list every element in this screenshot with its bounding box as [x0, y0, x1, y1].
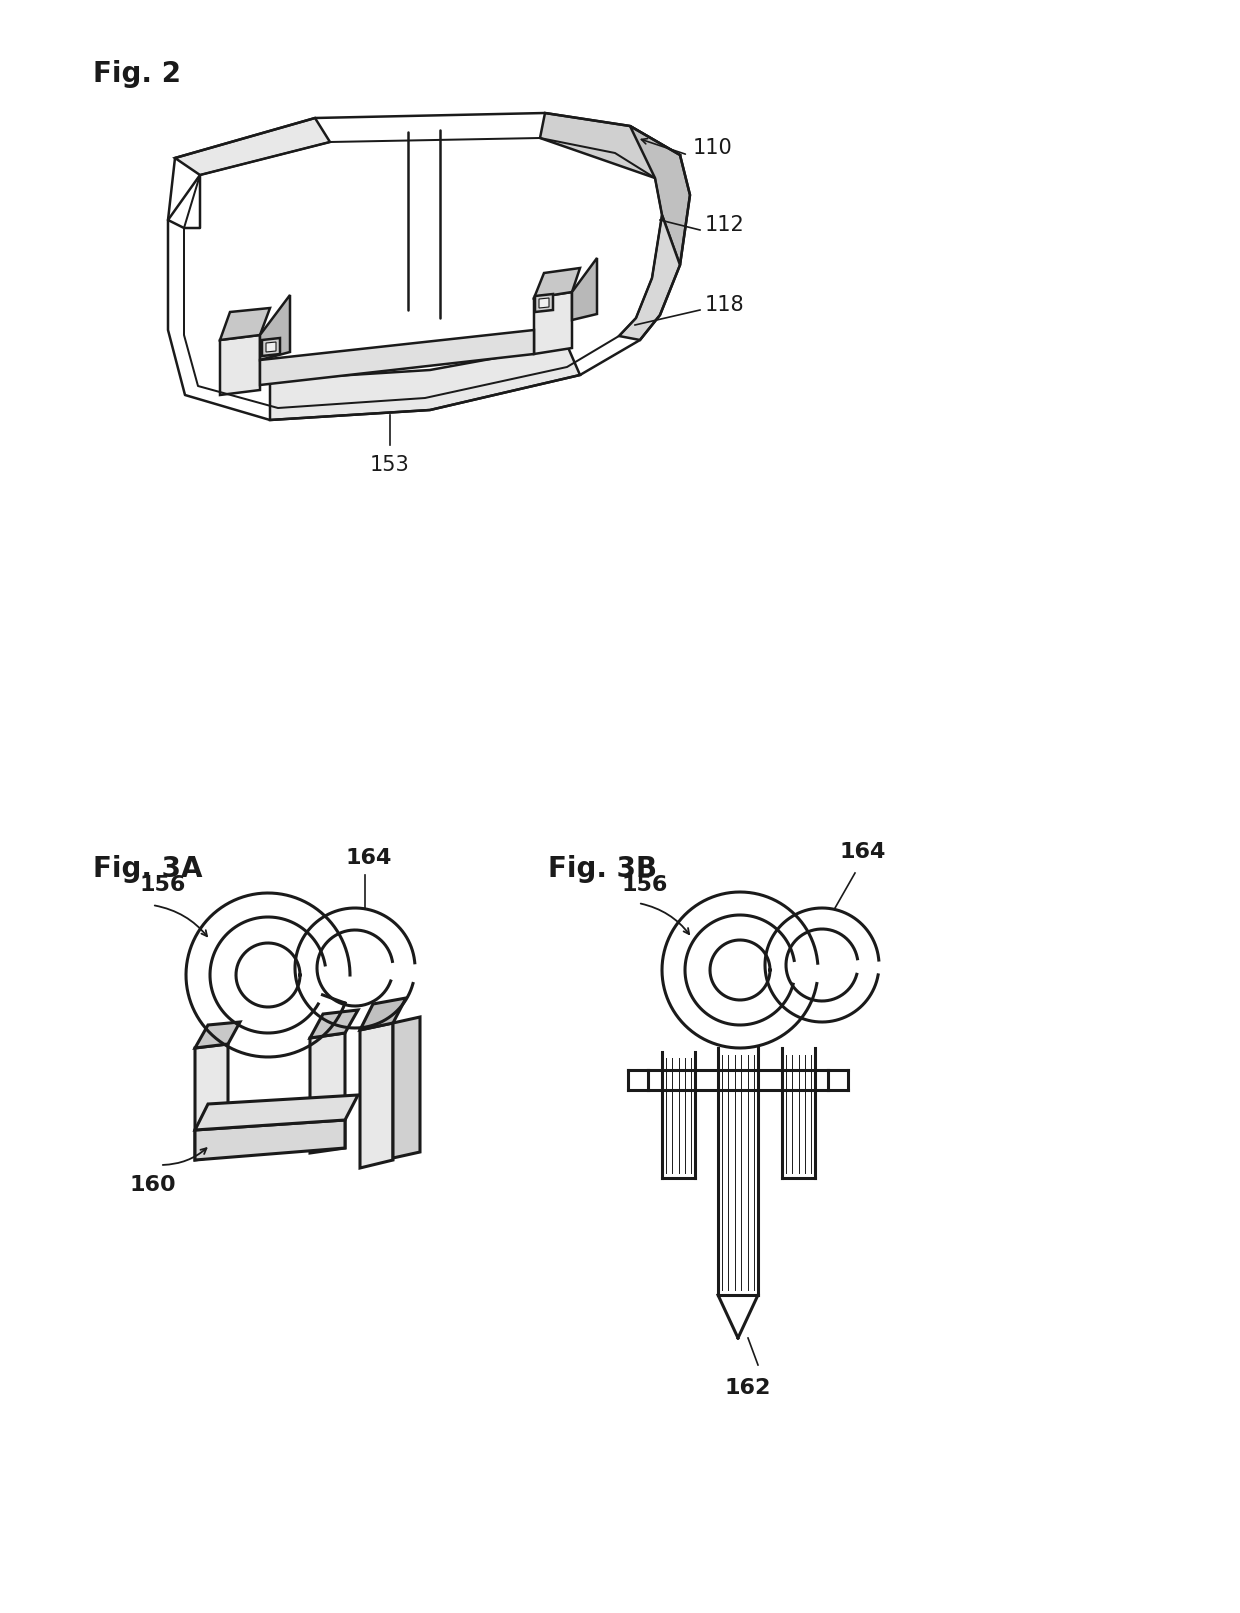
Text: Fig. 3B: Fig. 3B [548, 855, 657, 882]
Text: 112: 112 [706, 215, 745, 235]
Polygon shape [393, 1018, 420, 1158]
Polygon shape [260, 295, 290, 360]
Polygon shape [195, 1023, 241, 1048]
Text: 160: 160 [130, 1174, 176, 1195]
Polygon shape [175, 118, 330, 174]
Text: 164: 164 [345, 848, 392, 868]
Text: 118: 118 [706, 295, 745, 315]
Polygon shape [219, 336, 260, 395]
Polygon shape [195, 1119, 345, 1160]
Polygon shape [539, 113, 680, 177]
Polygon shape [267, 342, 277, 352]
Polygon shape [539, 298, 549, 308]
Text: 156: 156 [622, 874, 668, 895]
Polygon shape [310, 1010, 358, 1039]
Polygon shape [572, 258, 596, 319]
Polygon shape [219, 308, 270, 340]
Polygon shape [619, 215, 680, 340]
Polygon shape [534, 268, 580, 298]
Polygon shape [310, 1032, 345, 1153]
Text: Fig. 2: Fig. 2 [93, 60, 181, 89]
Text: 153: 153 [370, 455, 410, 474]
Polygon shape [260, 331, 534, 386]
Polygon shape [534, 294, 553, 311]
Text: 110: 110 [693, 139, 733, 158]
Polygon shape [630, 126, 689, 265]
Polygon shape [270, 345, 580, 419]
Polygon shape [360, 1023, 393, 1168]
Text: 164: 164 [839, 842, 887, 861]
Text: 156: 156 [140, 874, 186, 895]
Polygon shape [360, 998, 405, 1031]
Text: 162: 162 [725, 1378, 771, 1398]
Polygon shape [195, 1044, 228, 1160]
Text: Fig. 3A: Fig. 3A [93, 855, 202, 882]
Polygon shape [262, 339, 280, 356]
Polygon shape [195, 1095, 358, 1131]
Polygon shape [534, 292, 572, 353]
